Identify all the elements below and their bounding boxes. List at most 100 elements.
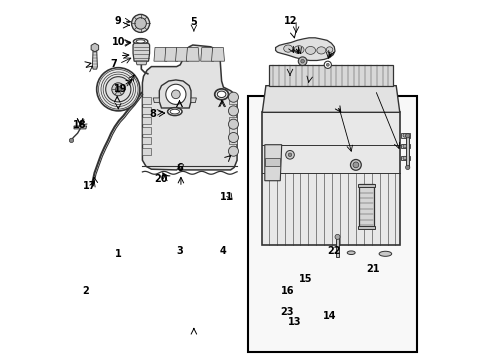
- Polygon shape: [275, 38, 335, 60]
- Circle shape: [298, 57, 307, 66]
- Polygon shape: [74, 126, 87, 129]
- Circle shape: [288, 153, 292, 157]
- Polygon shape: [229, 97, 237, 104]
- Text: 9: 9: [115, 16, 122, 26]
- Polygon shape: [91, 43, 98, 52]
- Circle shape: [166, 84, 186, 104]
- Bar: [248, 96, 417, 352]
- Polygon shape: [165, 48, 178, 61]
- Polygon shape: [265, 158, 280, 166]
- Bar: [358, 226, 375, 229]
- Circle shape: [301, 59, 304, 63]
- Circle shape: [135, 18, 147, 29]
- Polygon shape: [159, 80, 191, 108]
- Text: 3: 3: [176, 246, 183, 256]
- Bar: [400, 156, 410, 160]
- Text: 6: 6: [176, 163, 183, 174]
- Polygon shape: [229, 107, 237, 114]
- Polygon shape: [153, 98, 159, 103]
- Polygon shape: [186, 48, 199, 61]
- Polygon shape: [270, 65, 392, 86]
- Polygon shape: [191, 98, 196, 103]
- Polygon shape: [143, 45, 237, 170]
- Circle shape: [406, 165, 410, 170]
- Bar: [336, 238, 339, 257]
- Circle shape: [326, 63, 329, 66]
- Text: 13: 13: [288, 317, 301, 327]
- Circle shape: [228, 146, 239, 156]
- Circle shape: [335, 234, 340, 239]
- Text: 5: 5: [191, 17, 197, 27]
- Circle shape: [403, 134, 407, 137]
- Circle shape: [406, 134, 410, 138]
- Ellipse shape: [294, 46, 304, 54]
- Circle shape: [106, 77, 131, 102]
- Circle shape: [97, 68, 140, 111]
- Polygon shape: [143, 127, 151, 134]
- Circle shape: [286, 150, 294, 159]
- Circle shape: [350, 159, 361, 170]
- Polygon shape: [262, 112, 400, 245]
- Bar: [360, 184, 374, 228]
- Text: 19: 19: [114, 84, 127, 94]
- Text: 1: 1: [115, 249, 122, 259]
- Text: 4: 4: [220, 246, 226, 256]
- Polygon shape: [229, 148, 237, 155]
- Bar: [406, 136, 409, 167]
- Text: 20: 20: [155, 174, 168, 184]
- Circle shape: [403, 144, 407, 148]
- Ellipse shape: [133, 39, 148, 44]
- Circle shape: [228, 119, 239, 129]
- Ellipse shape: [379, 251, 392, 256]
- Ellipse shape: [170, 109, 179, 114]
- Bar: [400, 133, 410, 138]
- Polygon shape: [201, 48, 214, 61]
- Text: 8: 8: [150, 109, 157, 120]
- Text: 22: 22: [327, 246, 341, 256]
- Text: 18: 18: [73, 120, 86, 130]
- Polygon shape: [175, 48, 189, 61]
- Polygon shape: [229, 117, 237, 124]
- Polygon shape: [262, 86, 400, 112]
- Polygon shape: [229, 137, 237, 144]
- Ellipse shape: [284, 45, 293, 52]
- Text: 17: 17: [83, 181, 96, 192]
- Text: 11: 11: [220, 192, 233, 202]
- Polygon shape: [154, 48, 167, 61]
- Text: 21: 21: [366, 264, 380, 274]
- Circle shape: [228, 92, 239, 102]
- Circle shape: [324, 61, 331, 68]
- Ellipse shape: [326, 47, 333, 53]
- Ellipse shape: [217, 91, 226, 98]
- Ellipse shape: [136, 40, 145, 43]
- Text: 2: 2: [82, 286, 89, 296]
- Text: 14: 14: [323, 311, 336, 321]
- Circle shape: [69, 138, 74, 143]
- Circle shape: [228, 132, 239, 143]
- Polygon shape: [143, 137, 151, 144]
- Circle shape: [353, 162, 359, 168]
- Polygon shape: [92, 50, 98, 69]
- Polygon shape: [212, 48, 224, 61]
- Ellipse shape: [305, 46, 316, 54]
- Circle shape: [116, 86, 121, 92]
- Polygon shape: [143, 117, 151, 124]
- Text: 12: 12: [284, 16, 298, 26]
- Polygon shape: [265, 145, 282, 181]
- Polygon shape: [136, 61, 147, 65]
- Circle shape: [132, 14, 149, 32]
- Polygon shape: [143, 97, 151, 104]
- Polygon shape: [143, 148, 151, 155]
- Ellipse shape: [215, 89, 228, 100]
- Polygon shape: [133, 43, 149, 61]
- Text: 10: 10: [112, 37, 125, 48]
- Text: 16: 16: [281, 286, 294, 296]
- Text: 15: 15: [299, 274, 312, 284]
- Ellipse shape: [347, 251, 355, 255]
- Polygon shape: [143, 107, 151, 114]
- Text: 23: 23: [281, 307, 294, 318]
- Circle shape: [403, 156, 407, 160]
- Text: 7: 7: [110, 59, 117, 69]
- Circle shape: [228, 106, 239, 116]
- Ellipse shape: [168, 108, 182, 116]
